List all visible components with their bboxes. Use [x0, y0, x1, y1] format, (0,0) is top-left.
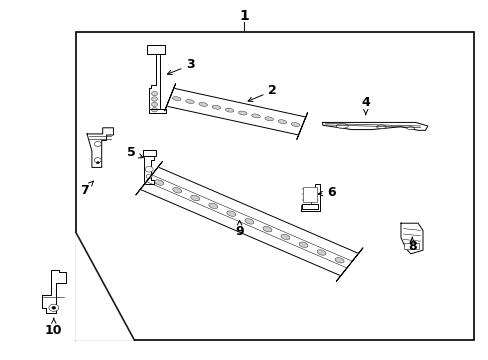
Circle shape: [94, 141, 101, 147]
Ellipse shape: [264, 117, 273, 121]
Circle shape: [151, 97, 157, 101]
Ellipse shape: [199, 103, 207, 106]
Ellipse shape: [251, 114, 260, 118]
Ellipse shape: [263, 226, 271, 232]
Ellipse shape: [316, 250, 325, 255]
Polygon shape: [87, 128, 113, 167]
Polygon shape: [301, 204, 317, 209]
Ellipse shape: [334, 257, 344, 263]
Ellipse shape: [336, 124, 347, 128]
Text: 9: 9: [235, 221, 244, 238]
Circle shape: [146, 174, 152, 179]
Polygon shape: [149, 47, 160, 113]
Polygon shape: [336, 248, 362, 282]
Circle shape: [151, 91, 157, 96]
Circle shape: [145, 166, 153, 172]
Polygon shape: [296, 113, 307, 139]
Ellipse shape: [226, 211, 235, 216]
Ellipse shape: [208, 203, 217, 208]
Polygon shape: [166, 88, 305, 135]
Text: 2: 2: [247, 84, 277, 102]
Polygon shape: [149, 109, 166, 113]
Ellipse shape: [376, 125, 386, 129]
Circle shape: [49, 304, 59, 311]
Circle shape: [96, 162, 99, 164]
Text: 4: 4: [361, 96, 369, 115]
Bar: [76, 32, 473, 340]
Bar: [403, 243, 418, 249]
Ellipse shape: [291, 123, 299, 126]
Polygon shape: [300, 184, 320, 211]
Ellipse shape: [212, 105, 220, 109]
Polygon shape: [142, 150, 155, 156]
Ellipse shape: [298, 242, 307, 247]
Text: 3: 3: [167, 58, 195, 75]
Ellipse shape: [190, 195, 200, 201]
Ellipse shape: [278, 120, 286, 123]
Text: 6: 6: [318, 186, 335, 199]
Ellipse shape: [185, 100, 194, 103]
Text: 1: 1: [239, 9, 249, 23]
Text: 7: 7: [80, 181, 93, 197]
Polygon shape: [146, 45, 165, 54]
Polygon shape: [136, 161, 162, 195]
Polygon shape: [41, 270, 66, 313]
Circle shape: [151, 108, 157, 112]
Text: 10: 10: [45, 318, 62, 337]
Bar: [303, 187, 316, 202]
Circle shape: [94, 158, 101, 163]
Ellipse shape: [281, 234, 289, 240]
Polygon shape: [164, 84, 175, 111]
Circle shape: [52, 306, 56, 309]
Polygon shape: [400, 223, 422, 254]
Ellipse shape: [244, 219, 253, 224]
Polygon shape: [76, 232, 134, 340]
Circle shape: [151, 102, 157, 107]
Polygon shape: [322, 122, 427, 130]
Polygon shape: [144, 153, 154, 184]
Text: 8: 8: [407, 237, 416, 253]
Ellipse shape: [406, 127, 414, 130]
Ellipse shape: [225, 108, 233, 112]
Ellipse shape: [238, 111, 246, 115]
Ellipse shape: [154, 180, 163, 185]
Ellipse shape: [172, 188, 182, 193]
Polygon shape: [140, 167, 358, 276]
Text: 5: 5: [126, 146, 143, 159]
Ellipse shape: [172, 97, 181, 100]
